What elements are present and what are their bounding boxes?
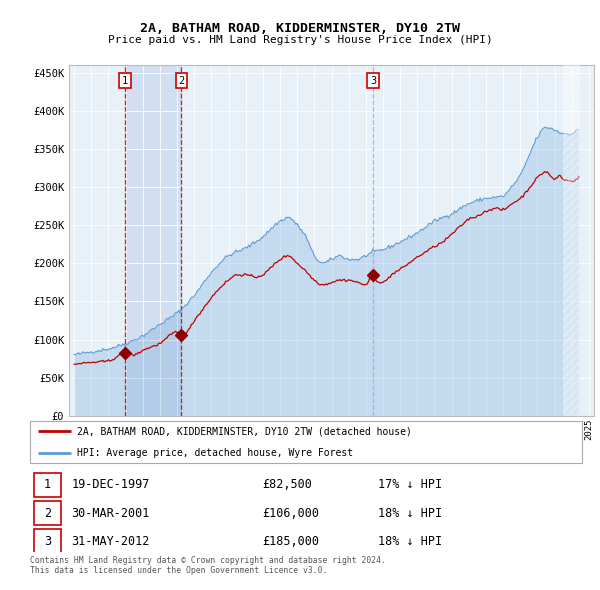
FancyBboxPatch shape bbox=[30, 421, 582, 463]
Text: 2A, BATHAM ROAD, KIDDERMINSTER, DY10 2TW (detached house): 2A, BATHAM ROAD, KIDDERMINSTER, DY10 2TW… bbox=[77, 427, 412, 436]
Text: 31-MAY-2012: 31-MAY-2012 bbox=[71, 535, 150, 548]
Text: £185,000: £185,000 bbox=[262, 535, 319, 548]
Text: 2A, BATHAM ROAD, KIDDERMINSTER, DY10 2TW: 2A, BATHAM ROAD, KIDDERMINSTER, DY10 2TW bbox=[140, 22, 460, 35]
Text: 30-MAR-2001: 30-MAR-2001 bbox=[71, 507, 150, 520]
Text: 1: 1 bbox=[122, 76, 128, 86]
Text: 3: 3 bbox=[370, 76, 376, 86]
Text: Contains HM Land Registry data © Crown copyright and database right 2024.: Contains HM Land Registry data © Crown c… bbox=[30, 556, 386, 565]
Text: HPI: Average price, detached house, Wyre Forest: HPI: Average price, detached house, Wyre… bbox=[77, 448, 353, 457]
Text: £82,500: £82,500 bbox=[262, 478, 312, 491]
Text: 3: 3 bbox=[44, 535, 51, 548]
Text: 18% ↓ HPI: 18% ↓ HPI bbox=[378, 507, 442, 520]
Text: £106,000: £106,000 bbox=[262, 507, 319, 520]
Text: This data is licensed under the Open Government Licence v3.0.: This data is licensed under the Open Gov… bbox=[30, 566, 328, 575]
FancyBboxPatch shape bbox=[34, 473, 61, 497]
Text: 19-DEC-1997: 19-DEC-1997 bbox=[71, 478, 150, 491]
Text: 2: 2 bbox=[178, 76, 185, 86]
Text: 2: 2 bbox=[44, 507, 51, 520]
FancyBboxPatch shape bbox=[34, 529, 61, 553]
Bar bbox=[125, 65, 181, 416]
Text: 17% ↓ HPI: 17% ↓ HPI bbox=[378, 478, 442, 491]
Bar bbox=[563, 65, 580, 416]
Text: Price paid vs. HM Land Registry's House Price Index (HPI): Price paid vs. HM Land Registry's House … bbox=[107, 35, 493, 45]
FancyBboxPatch shape bbox=[34, 501, 61, 525]
Text: 18% ↓ HPI: 18% ↓ HPI bbox=[378, 535, 442, 548]
Text: 1: 1 bbox=[44, 478, 51, 491]
